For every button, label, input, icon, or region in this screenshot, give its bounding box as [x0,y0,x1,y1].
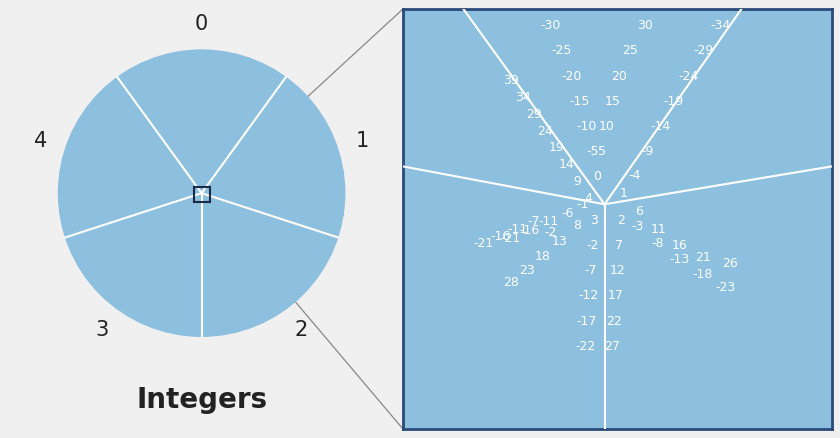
Text: 1: 1 [355,131,369,151]
Text: 5: 5 [597,145,606,158]
Text: 12: 12 [610,264,625,277]
Text: 0: 0 [195,14,208,34]
Text: 9: 9 [574,176,581,188]
Text: -5: -5 [586,145,599,158]
Text: -7: -7 [528,215,540,228]
Text: 4: 4 [34,131,48,151]
Text: 15: 15 [604,95,620,108]
Text: -12: -12 [579,290,599,303]
Text: 21: 21 [696,251,711,264]
Text: 1: 1 [620,187,627,200]
Text: -15: -15 [570,95,590,108]
Text: 3: 3 [590,214,598,227]
Text: 22: 22 [606,314,622,328]
Text: 0: 0 [593,170,601,184]
Text: 11: 11 [651,223,666,237]
Text: -24: -24 [678,70,698,82]
Text: -21: -21 [474,237,494,250]
Text: -9: -9 [641,145,654,158]
Text: 28: 28 [503,276,519,290]
Text: 39: 39 [503,74,519,87]
Text: 27: 27 [604,340,620,353]
Text: -6: -6 [561,207,574,219]
Text: Integers: Integers [136,386,267,414]
Text: 2: 2 [294,320,307,340]
Text: -1: -1 [576,198,589,211]
Text: 3: 3 [96,320,109,340]
Text: -23: -23 [715,281,736,294]
Text: 10: 10 [598,120,614,133]
Text: 24: 24 [537,125,553,138]
Text: -18: -18 [692,268,712,282]
Text: -20: -20 [561,70,581,82]
Text: 30: 30 [638,19,654,32]
Text: -25: -25 [552,44,572,57]
Text: -30: -30 [541,19,561,32]
Text: -16: -16 [491,230,511,243]
Text: -17: -17 [577,314,597,328]
Text: 18: 18 [535,250,551,263]
Text: -2: -2 [545,226,557,239]
Text: -22: -22 [575,340,596,353]
Text: 16: 16 [672,239,687,252]
Text: -21: -21 [500,232,521,245]
Text: -19: -19 [663,95,683,108]
Text: 26: 26 [722,257,738,270]
Text: 19: 19 [549,141,564,155]
Text: 20: 20 [612,70,627,82]
Text: 25: 25 [622,44,638,57]
Text: -2: -2 [586,239,598,252]
Text: -13: -13 [669,253,690,266]
Text: -11: -11 [507,223,528,236]
Text: 2: 2 [617,214,625,227]
Text: -14: -14 [650,120,670,133]
Text: -11: -11 [538,215,559,229]
Text: -8: -8 [652,237,664,250]
Text: 13: 13 [552,235,568,248]
Text: -7: -7 [584,264,596,277]
Circle shape [59,50,344,336]
Text: -4: -4 [628,169,641,182]
Text: 6: 6 [635,205,643,218]
Text: -16: -16 [519,224,540,237]
Text: -3: -3 [632,219,644,233]
Text: 34: 34 [515,91,531,104]
Text: -34: -34 [710,19,730,32]
Bar [194,187,210,202]
Text: -29: -29 [693,44,713,57]
Text: 8: 8 [573,219,580,232]
Text: 14: 14 [559,158,575,171]
Text: -10: -10 [576,120,596,133]
Text: 17: 17 [608,290,623,303]
Text: 4: 4 [585,192,592,205]
Text: 29: 29 [526,108,542,121]
Text: 7: 7 [615,239,623,252]
Text: 23: 23 [520,264,535,277]
